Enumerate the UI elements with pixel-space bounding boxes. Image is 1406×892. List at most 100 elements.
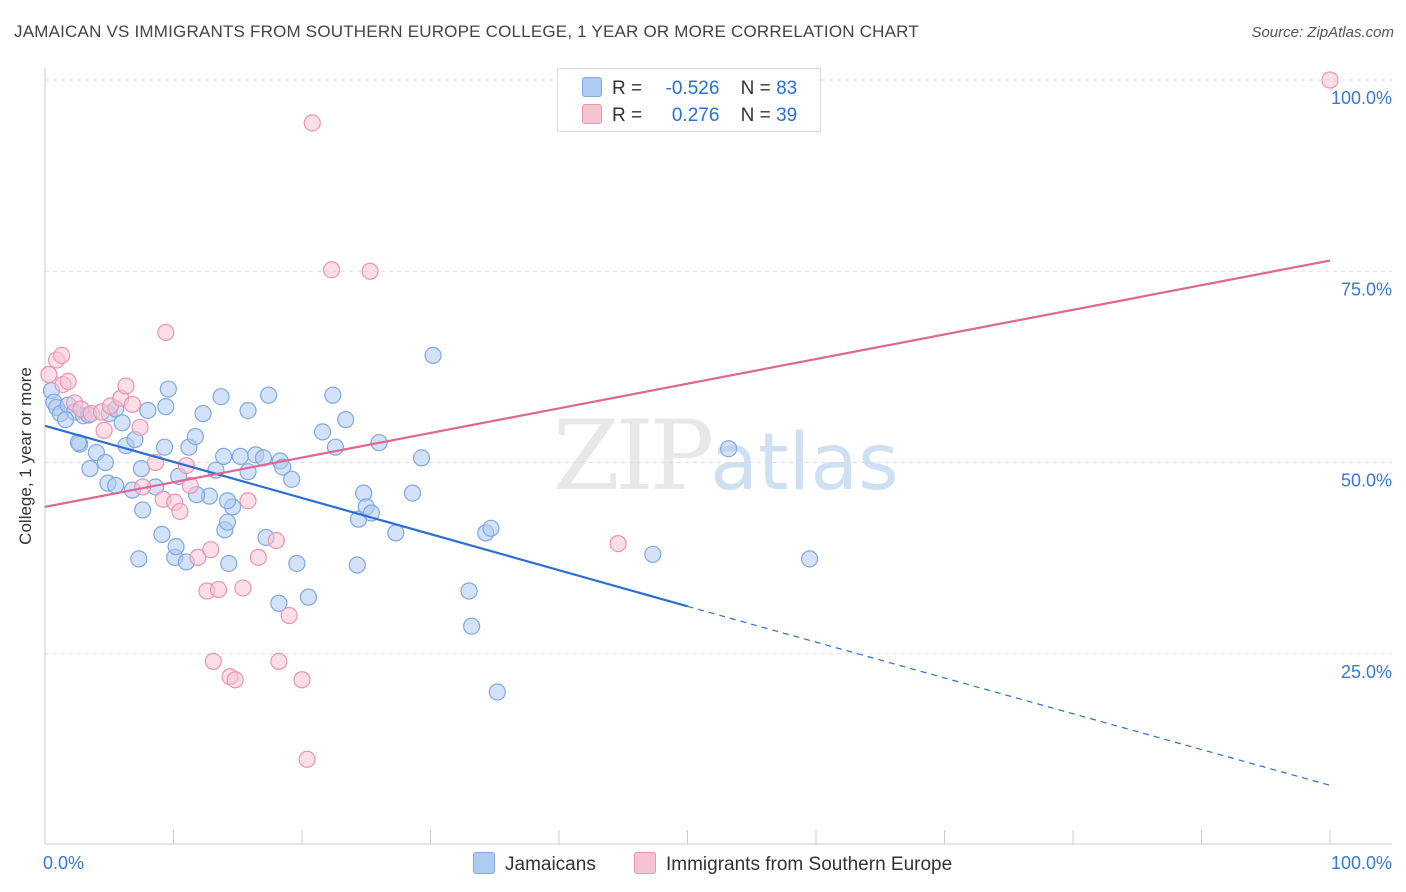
point-jamaicans-15 [107,476,125,495]
legend-n-label-1: N = [740,78,771,99]
point-jamaicans-44 [134,501,152,519]
correlation-legend: R = -0.526 N = 83 R = 0.276 N = 39 [557,68,821,132]
y-tick-label-100: 100.0% [1331,88,1392,108]
southern-europe-swatch [582,104,602,124]
point-jamaicans-55 [288,554,306,573]
point-jamaicans-75 [488,683,506,701]
point-jamaicans-31 [215,447,233,465]
point-southern-europe-26 [204,652,222,671]
chart-title: JAMAICAN VS IMMIGRANTS FROM SOUTHERN EUR… [14,22,919,41]
point-jamaicans-71 [460,582,478,600]
point-southern-europe-35 [280,606,298,625]
point-jamaicans-78 [800,550,819,568]
y-tick-label-50: 50.0% [1341,471,1392,491]
point-jamaicans-72 [463,617,481,635]
point-jamaicans-57 [313,423,332,441]
point-jamaicans-34 [231,447,249,465]
point-jamaicans-43 [283,470,301,488]
point-jamaicans-70 [424,346,442,364]
point-jamaicans-30 [212,388,230,406]
bottom-legend-southern-europe-label: Immigrants from Southern Europe [666,854,953,875]
point-jamaicans-56 [299,588,318,606]
point-jamaicans-46 [153,525,171,544]
point-jamaicans-77 [720,440,738,458]
point-jamaicans-27 [194,404,212,423]
legend-r-label-2: R = [612,105,643,126]
trend-line-jamaicans [44,424,688,608]
point-jamaicans-60 [337,411,355,429]
point-jamaicans-52 [220,554,238,573]
point-jamaicans-23 [155,438,174,456]
x-tick-label-0: 0.0% [43,853,84,873]
point-southern-europe-41 [609,534,627,553]
trend-line-extension-jamaicans [687,605,1331,786]
point-jamaicans-54 [270,594,288,612]
point-southern-europe-18 [157,323,175,342]
point-jamaicans-74 [482,519,500,537]
point-jamaicans-58 [324,386,342,404]
jamaicans-swatch [582,77,602,97]
point-southern-europe-29 [226,671,244,689]
x-tick-label-100: 100.0% [1331,853,1392,873]
source-label: Source: ZipAtlas.com [1251,24,1394,41]
point-jamaicans-13 [113,414,131,432]
point-southern-europe-20 [171,502,189,521]
bottom-legend-jamaicans-label: Jamaicans [505,854,596,875]
point-jamaicans-19 [132,460,150,478]
point-southern-europe-40 [361,262,379,280]
point-jamaicans-79 [56,411,75,429]
point-southern-europe-30 [234,579,252,597]
watermark-zip: ZIP [553,400,714,512]
bottom-jamaicans-swatch [473,852,495,874]
point-southern-europe-39 [322,261,341,279]
point-jamaicans-53 [218,492,237,510]
point-southern-europe-12 [117,377,135,395]
point-jamaicans-68 [403,484,422,502]
point-jamaicans-10 [96,453,114,472]
point-southern-europe-13 [123,395,141,413]
y-tick-label-25: 25.0% [1341,662,1392,682]
legend-r-value-2: 0.276 [671,105,720,126]
y-axis-label: College, 1 year or more [16,367,35,545]
point-jamaicans-51 [218,513,237,531]
point-jamaicans-20 [139,401,157,420]
bottom-southern-europe-swatch [634,852,656,874]
point-jamaicans-22 [159,380,177,398]
point-jamaicans-21 [157,398,175,416]
legend-row-southern-europe: R = 0.276 N = 39 [582,104,797,127]
legend-row-jamaicans: R = -0.526 N = 83 [582,77,797,100]
bottom-legend-jamaicans: Jamaicans [473,852,596,876]
legend-n-label-2: N = [740,105,771,126]
trend-line-southern-europe [44,259,1331,508]
legend-r-label-1: R = [612,78,643,99]
bottom-legend-southern-europe: Immigrants from Southern Europe [634,852,952,876]
point-southern-europe-38 [303,114,321,132]
point-southern-europe-25 [202,541,220,559]
point-southern-europe-9 [95,421,113,439]
point-southern-europe-32 [249,548,267,566]
point-southern-europe-14 [131,418,149,436]
point-southern-europe-37 [298,750,316,768]
legend-n-value-2: 39 [776,105,798,126]
point-southern-europe-22 [181,476,199,495]
point-jamaicans-8 [81,460,99,478]
point-southern-europe-2 [53,346,71,364]
point-jamaicans-76 [644,545,662,563]
legend-n-value-1: 83 [776,78,798,99]
point-jamaicans-37 [239,401,257,420]
point-southern-europe-27 [209,580,228,599]
point-southern-europe-4 [59,372,77,391]
point-southern-europe-23 [189,548,207,566]
point-southern-europe-36 [293,671,311,689]
point-jamaicans-69 [412,449,431,467]
point-southern-europe-33 [267,531,285,550]
point-southern-europe-31 [239,492,257,510]
point-jamaicans-26 [186,427,204,446]
point-southern-europe-0 [40,365,58,384]
point-jamaicans-48 [167,538,185,556]
point-jamaicans-45 [130,550,148,568]
y-tick-label-75: 75.0% [1341,279,1392,299]
point-southern-europe-34 [270,652,288,671]
point-southern-europe-42 [1321,71,1339,89]
